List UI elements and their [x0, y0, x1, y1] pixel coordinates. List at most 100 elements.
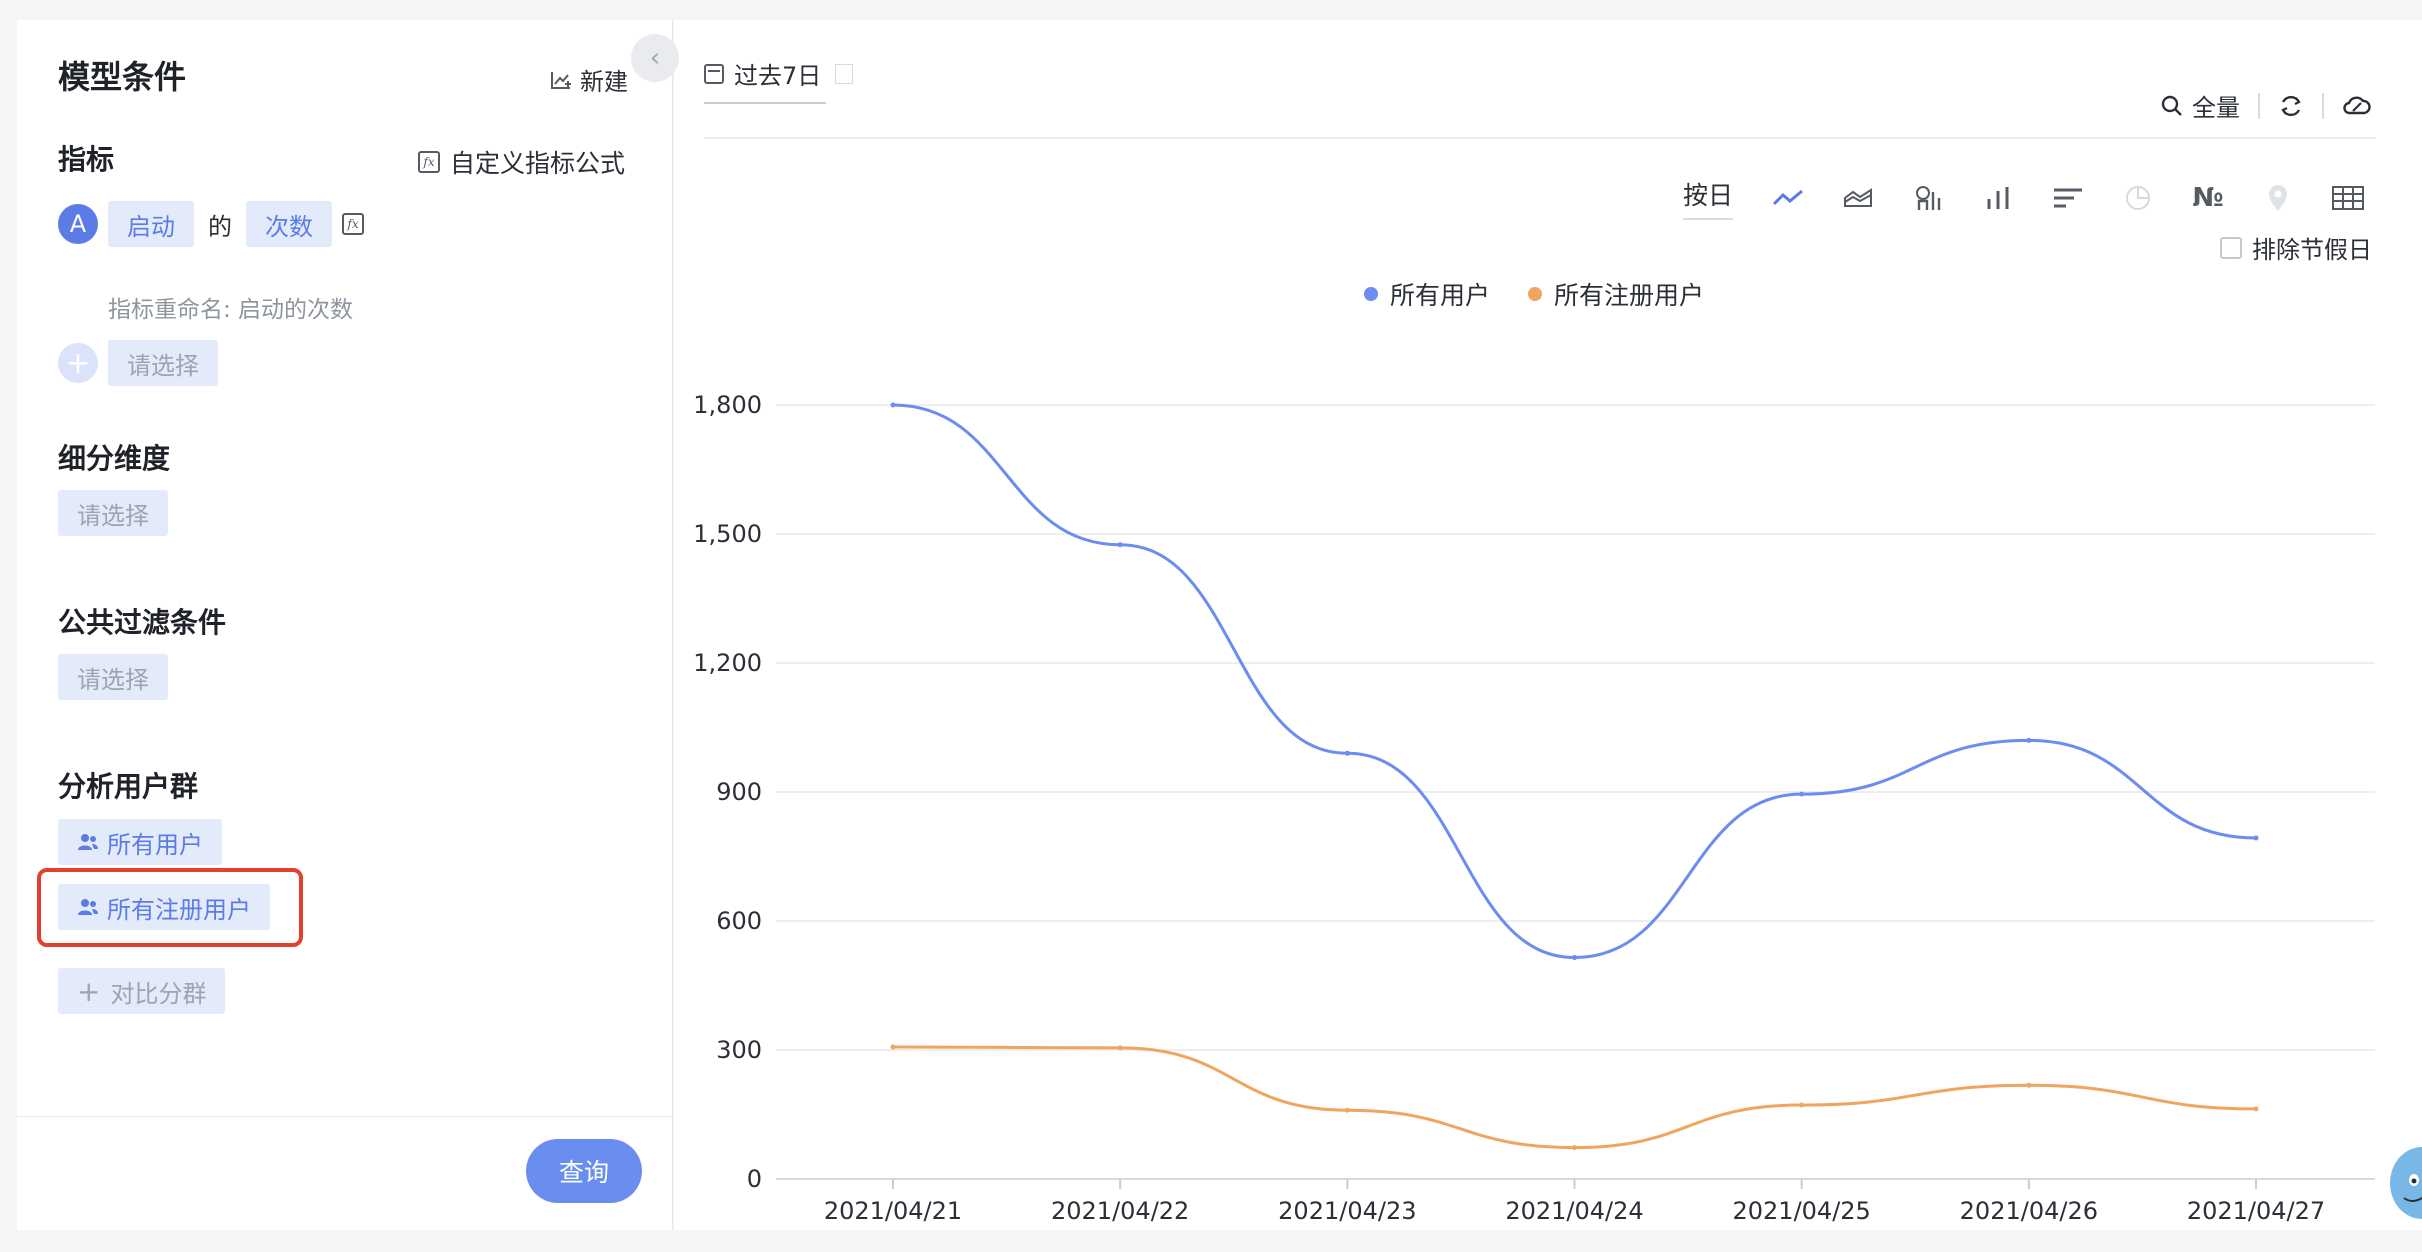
funnel-chart-icon[interactable]	[1893, 178, 1963, 218]
mascot-icon[interactable]	[2382, 1138, 2422, 1228]
legend-item-all-users[interactable]: 所有用户	[1364, 276, 1490, 312]
y-tick-label: 1,800	[693, 391, 762, 419]
search-scope-button[interactable]: 全量	[2160, 88, 2240, 123]
user-group-icon	[78, 834, 98, 850]
legend-item-registered-users[interactable]: 所有注册用户	[1528, 276, 1704, 312]
data-point	[1344, 750, 1350, 756]
user-group-label: 所有注册用户	[107, 895, 251, 924]
date-tab-underline	[704, 102, 826, 104]
legend-dot	[1364, 287, 1378, 301]
data-point	[1799, 1102, 1805, 1108]
footer-divider	[17, 1116, 673, 1117]
data-point	[1572, 955, 1577, 961]
metric-rename[interactable]: 指标重命名: 启动的次数	[108, 297, 354, 323]
formula-icon[interactable]: fx	[342, 213, 364, 235]
data-point	[2026, 737, 2032, 743]
filter-title: 公共过滤条件	[58, 606, 227, 639]
add-metric-icon[interactable]: +	[58, 343, 98, 383]
search-icon	[2161, 95, 2182, 116]
plus-icon: +	[77, 974, 101, 1008]
x-tick-label: 2021/04/27	[2187, 1197, 2325, 1225]
data-point	[1117, 542, 1123, 548]
breakdown-select[interactable]: 请选择	[58, 490, 168, 536]
line-chart: 0 300 600 900 1,200 1,500 1,800 2021/04/21 2021/…	[693, 391, 2375, 1225]
number-icon[interactable]: №	[2192, 183, 2224, 213]
data-point	[1344, 1107, 1350, 1113]
new-button[interactable]: 新建	[550, 62, 628, 97]
user-groups-title: 分析用户群	[58, 770, 199, 803]
y-tick-label: 600	[716, 907, 762, 935]
data-point	[890, 402, 896, 408]
chart-panel: 过去7日 全量 按日	[674, 20, 2422, 1230]
new-label: 新建	[580, 68, 628, 96]
chart-legend: 所有用户 所有注册用户	[1364, 276, 1704, 312]
line-chart-icon[interactable]	[1753, 178, 1823, 218]
custom-formula-button[interactable]: fx 自定义指标公式	[418, 144, 625, 180]
y-tick-label: 1,500	[693, 520, 762, 548]
data-point	[1572, 1145, 1577, 1151]
data-point	[1799, 791, 1805, 797]
x-tick-label: 2021/04/26	[1960, 1197, 2098, 1225]
search-scope-label: 全量	[2192, 94, 2240, 122]
y-tick-label: 900	[716, 778, 762, 806]
x-tick-label: 2021/04/22	[1051, 1197, 1189, 1225]
measure-select[interactable]: 次数	[246, 201, 332, 247]
date-range-picker[interactable]: 过去7日	[704, 56, 854, 91]
user-group-registered[interactable]: 所有注册用户	[58, 884, 270, 930]
toolbar-separator	[2258, 92, 2260, 119]
compare-date-icon[interactable]	[835, 63, 854, 84]
exclude-holiday-checkbox[interactable]	[2220, 236, 2242, 259]
compare-label: 对比分群	[110, 979, 207, 1008]
chart-type-toolbar: 按日 №	[1683, 176, 2383, 220]
data-point	[2253, 1106, 2259, 1112]
metric-badge: A	[58, 204, 98, 244]
x-tick-label: 2021/04/25	[1733, 1197, 1871, 1225]
y-tick-label: 1,200	[693, 649, 762, 677]
toolbar-separator	[2322, 92, 2324, 119]
connector-text: 的	[208, 212, 232, 241]
user-group-all[interactable]: 所有用户	[58, 819, 222, 865]
data-point	[890, 1044, 896, 1050]
exclude-holiday-toggle[interactable]: 排除节假日	[2220, 230, 2372, 265]
series-line-registered-users	[892, 1045, 2257, 1150]
cloud-icon[interactable]	[2342, 93, 2372, 119]
highlight-annotation	[37, 868, 303, 947]
add-metric-select[interactable]: 请选择	[108, 340, 218, 386]
custom-formula-label: 自定义指标公式	[450, 149, 626, 178]
y-tick-label: 300	[716, 1036, 762, 1064]
data-point	[1117, 1045, 1123, 1051]
horizontal-bar-icon[interactable]	[2033, 178, 2103, 218]
legend-dot	[1528, 287, 1543, 301]
user-group-icon	[78, 899, 98, 915]
breakdown-title: 细分维度	[58, 442, 171, 475]
bar-chart-icon[interactable]	[1963, 178, 2033, 218]
query-button[interactable]: 查询	[526, 1139, 642, 1203]
compare-groups-button[interactable]: + 对比分群	[58, 968, 226, 1014]
header-divider	[704, 137, 2376, 139]
metric-row: A 启动 的 次数 fx	[58, 201, 364, 247]
exclude-holiday-label: 排除节假日	[2252, 236, 2372, 264]
granularity-select[interactable]: 按日	[1683, 176, 1734, 220]
calendar-icon	[704, 63, 724, 84]
area-chart-icon[interactable]	[1823, 178, 1893, 218]
x-tick-label: 2021/04/23	[1278, 1197, 1416, 1225]
formula-icon: fx	[418, 151, 440, 173]
pie-chart-icon[interactable]	[2103, 178, 2173, 218]
y-tick-label: 0	[747, 1165, 762, 1193]
collapse-panel-button[interactable]: ‹	[631, 34, 679, 82]
top-toolbar: 全量	[2160, 88, 2372, 123]
date-range-label: 过去7日	[734, 62, 822, 90]
series-line-all-users	[892, 403, 2257, 960]
event-select[interactable]: 启动	[108, 201, 194, 247]
model-conditions-panel: 模型条件 新建 指标 fx 自定义指标公式 A 启动 的 次数 fx 指标重命名…	[17, 20, 673, 1230]
chevron-left-icon: ‹	[649, 43, 661, 73]
add-metric-row: + 请选择	[58, 340, 218, 386]
data-point	[2253, 835, 2259, 841]
refresh-icon[interactable]	[2278, 93, 2304, 119]
x-tick-label: 2021/04/21	[824, 1197, 962, 1225]
filter-select[interactable]: 请选择	[58, 654, 168, 700]
user-group-label: 所有用户	[107, 830, 203, 859]
table-icon[interactable]	[2313, 178, 2383, 218]
x-tick-label: 2021/04/24	[1505, 1197, 1643, 1225]
map-icon[interactable]	[2243, 178, 2313, 218]
